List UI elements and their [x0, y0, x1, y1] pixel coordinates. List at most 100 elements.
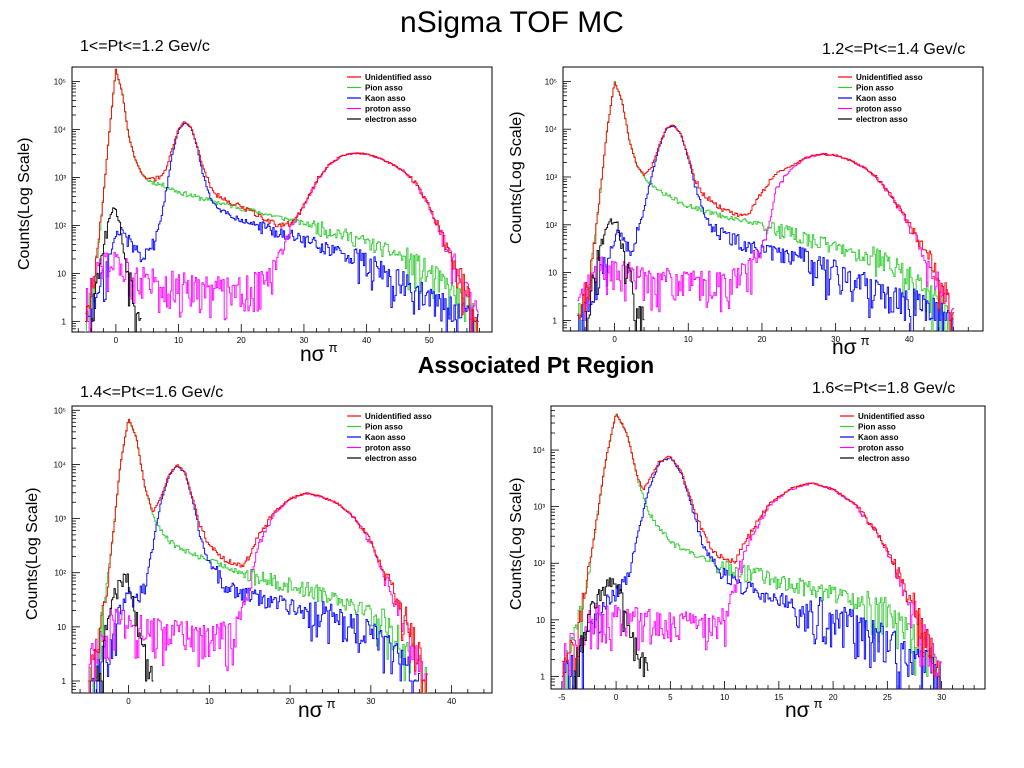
x-tick-label: 0	[126, 697, 131, 706]
series-unidentified-line	[87, 418, 428, 693]
x-tick-label: 25	[883, 693, 892, 702]
y-tick-label: 10³	[533, 503, 545, 512]
chart-panel: 0 10 20 30 40 1 10 10² 10³ 10⁴ 10⁵ Unidentified ass…	[54, 405, 493, 706]
y-tick-label: 10	[548, 269, 557, 278]
legend-label-kaon: Kaon asso	[856, 94, 897, 103]
series-unidentified-line	[561, 414, 942, 689]
legend-label-electron: electron asso	[856, 115, 908, 124]
y-tick-label: 10	[536, 616, 545, 625]
series-proton-line	[561, 482, 942, 689]
y-axis-label: Counts(Log Scale)	[508, 111, 525, 244]
x-tick-label: 20	[286, 697, 295, 706]
legend-label-kaon: Kaon asso	[365, 94, 406, 103]
x-axis-label: nσ π	[785, 696, 823, 722]
x-tick-label: 50	[425, 336, 434, 345]
x-tick-label: 40	[905, 335, 914, 344]
y-tick-label: 10⁴	[545, 125, 558, 134]
section-title: Associated Pt Region	[417, 352, 655, 378]
legend-label-unidentified: Unidentified asso	[365, 412, 432, 421]
chart-panel: 0 10 20 30 40 50 1 10 10² 10³ 10⁴ 10⁵ Unidentified a…	[54, 66, 493, 345]
series-electron-line	[585, 218, 645, 331]
series-kaon-line	[85, 122, 479, 332]
series-group	[577, 81, 955, 331]
x-axis-label: nσ π	[300, 340, 338, 366]
x-tick-label: 30	[937, 693, 946, 702]
x-tick-label: -5	[558, 693, 566, 702]
series-kaon-line	[561, 456, 942, 689]
y-tick-label: 10⁴	[54, 125, 67, 134]
y-tick-label: 10³	[545, 173, 557, 182]
y-tick-label: 10³	[54, 173, 66, 182]
y-tick-label: 10²	[545, 221, 557, 230]
y-tick-label: 1	[62, 677, 67, 686]
y-tick-label: 1	[553, 316, 558, 325]
x-tick-label: 30	[299, 336, 308, 345]
y-tick-label: 10⁵	[54, 406, 66, 415]
legend-label-kaon: Kaon asso	[365, 433, 406, 442]
x-tick-label: 5	[668, 693, 673, 702]
y-tick-label: 10	[57, 269, 66, 278]
y-tick-label: 10²	[533, 559, 545, 568]
y-tick-label: 10²	[54, 221, 66, 230]
x-tick-label: 30	[366, 697, 375, 706]
y-tick-label: 10	[57, 623, 66, 632]
legend-label-proton: proton asso	[365, 105, 411, 114]
plot-frame	[71, 66, 493, 333]
legend-label-kaon: Kaon asso	[858, 433, 899, 442]
x-tick-label: 0	[114, 336, 119, 345]
x-tick-label: 10	[684, 335, 693, 344]
x-tick-label: 10	[205, 697, 214, 706]
legend-label-unidentified: Unidentified asso	[365, 73, 432, 82]
x-tick-label: 10	[174, 336, 183, 345]
legend-label-proton: proton asso	[365, 444, 411, 453]
x-tick-label: 20	[237, 336, 246, 345]
legend-label-pion: Pion asso	[856, 84, 894, 93]
legend-label-electron: electron asso	[365, 454, 417, 463]
x-tick-label: 40	[362, 336, 371, 345]
y-tick-label: 10⁴	[54, 460, 67, 469]
legend-label-proton: proton asso	[856, 105, 902, 114]
slide-title: nSigma TOF MC	[400, 6, 624, 39]
plot-frame	[71, 405, 493, 694]
x-tick-label: 40	[447, 697, 456, 706]
plot-frame	[562, 66, 984, 332]
chart-panel: -5 0 5 10 15 20 25 30 1 10 10² 10³ 10⁴ Unidentified a…	[533, 405, 986, 702]
y-tick-label: 1	[541, 672, 546, 681]
series-kaon-line	[577, 125, 955, 331]
series-pion-line	[577, 81, 955, 331]
y-tick-label: 10⁴	[533, 446, 546, 455]
y-tick-label: 10⁵	[54, 77, 66, 86]
x-tick-label: 0	[614, 693, 619, 702]
x-tick-label: 10	[720, 693, 729, 702]
legend-label-electron: electron asso	[365, 115, 417, 124]
series-pion-line	[85, 69, 479, 332]
legend-label-proton: proton asso	[858, 444, 904, 453]
x-tick-label: 20	[829, 693, 838, 702]
series-group	[85, 68, 479, 332]
pt-range-label: 1.6<=Pt<=1.8 Gev/c	[812, 380, 956, 397]
x-tick-label: 20	[757, 335, 766, 344]
pt-range-label: 1.2<=Pt<=1.4 Gev/c	[822, 41, 966, 58]
x-tick-label: 30	[831, 335, 840, 344]
legend-label-unidentified: Unidentified asso	[858, 412, 925, 421]
series-group	[561, 413, 942, 689]
series-proton-line	[87, 492, 428, 693]
x-tick-label: 0	[612, 335, 617, 344]
series-electron-line	[572, 577, 649, 689]
series-electron-line	[90, 207, 142, 332]
legend-label-pion: Pion asso	[858, 423, 896, 432]
legend-label-electron: electron asso	[858, 454, 910, 463]
chart-panel: 0 10 20 30 40 1 10 10² 10³ 10⁴ 10⁵ Unidentified ass…	[545, 66, 984, 344]
y-axis-label: Counts(Log Scale)	[24, 487, 41, 620]
legend-label-pion: Pion asso	[365, 84, 403, 93]
x-axis-label: nσ π	[832, 333, 870, 359]
series-group	[87, 418, 428, 693]
legend-label-pion: Pion asso	[365, 423, 403, 432]
y-tick-label: 10⁵	[545, 77, 557, 86]
series-unidentified-line	[85, 68, 479, 332]
y-axis-label: Counts(Log Scale)	[508, 477, 525, 610]
x-tick-label: 15	[774, 693, 783, 702]
